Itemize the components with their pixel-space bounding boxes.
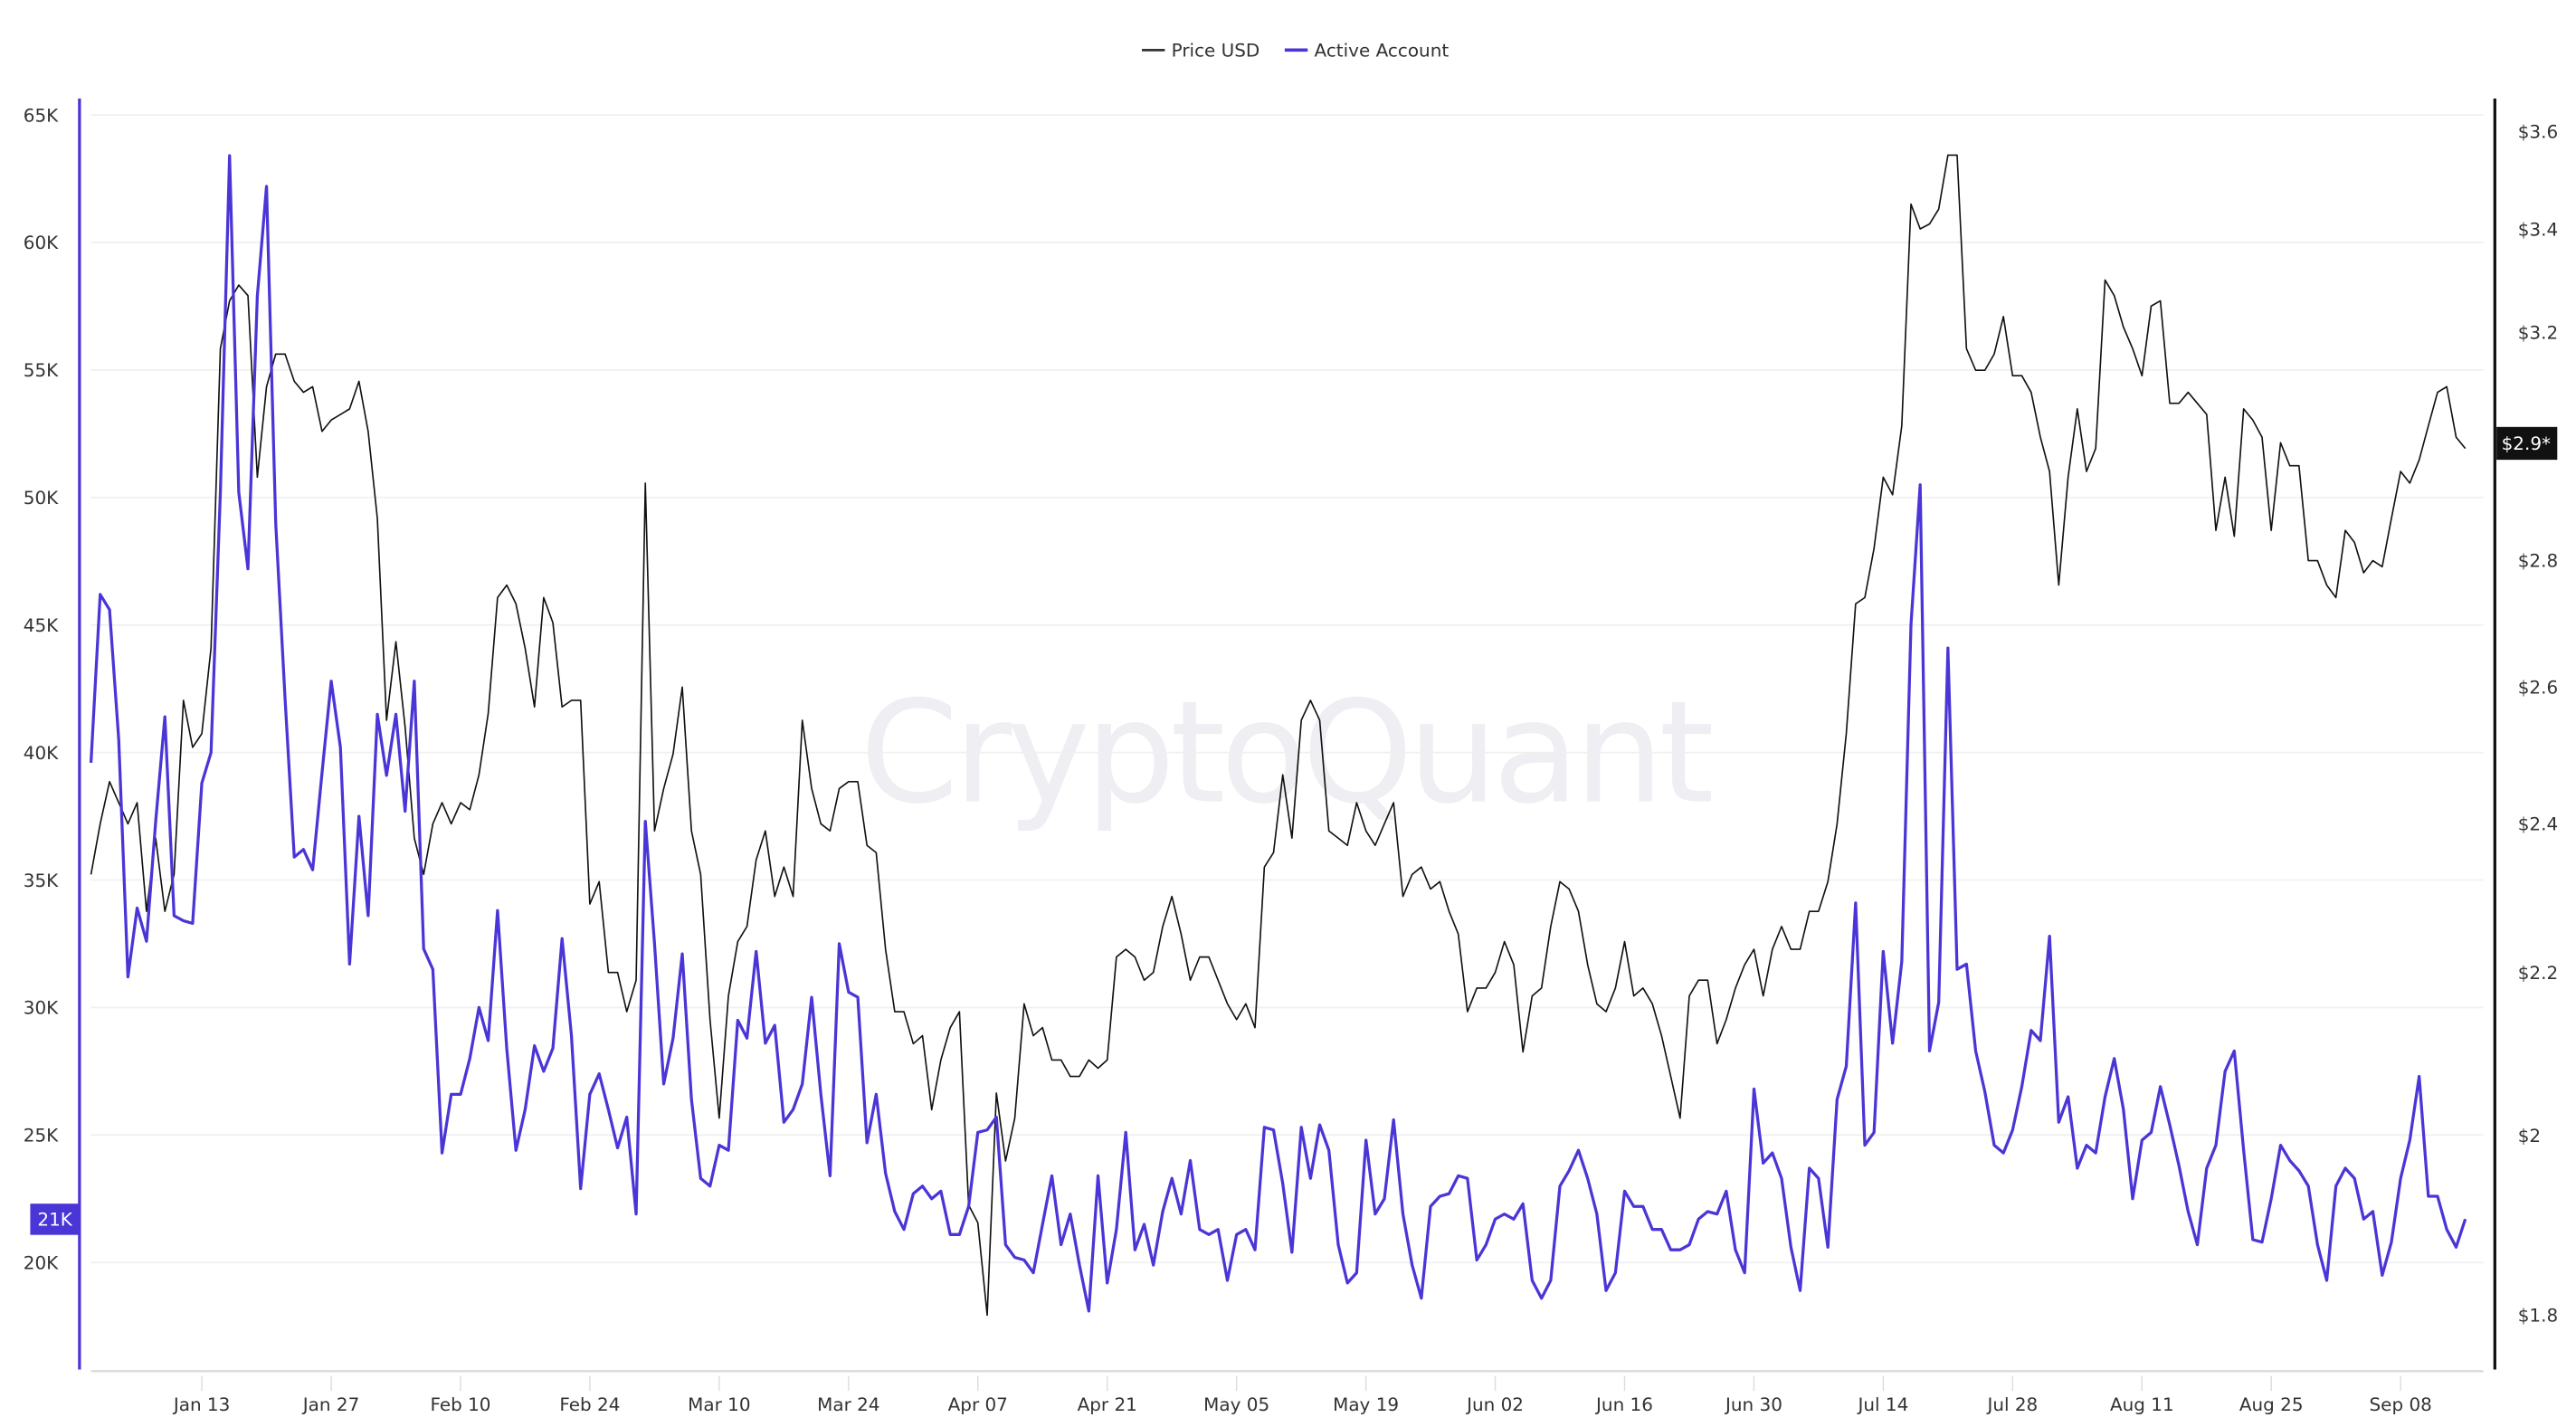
left-tick-label: 50K — [24, 487, 59, 509]
left-tick-label: 45K — [24, 614, 59, 636]
legend-item-active-account[interactable]: Active Account — [1284, 40, 1450, 62]
x-tick-label: Jul 14 — [1856, 1394, 1908, 1415]
left-tick-label: 55K — [24, 359, 59, 381]
legend[interactable]: Price USD Active Account — [1141, 40, 1450, 62]
series-line-price-usd — [90, 154, 2467, 1317]
right-tick-label: $2.2 — [2518, 962, 2558, 984]
axes: 20K 25K 30K 35K 40K 45K 50K 55K 60K 65K $1.8 $2 $2.2… — [24, 104, 2558, 1415]
right-tick-label: $2.8 — [2518, 550, 2558, 572]
x-tick-label: Jan 27 — [301, 1394, 360, 1415]
x-tick-label: May 19 — [1333, 1394, 1399, 1415]
series-line-active-account — [89, 154, 2467, 1313]
left-tick-label: 60K — [24, 232, 59, 253]
x-tick-label: Mar 24 — [817, 1394, 879, 1415]
x-tick-label: Jun 30 — [1724, 1394, 1782, 1415]
right-current-badge: $2.9* — [2496, 426, 2558, 461]
x-tick-label: Feb 24 — [559, 1394, 620, 1415]
left-current-badge: 21K — [30, 1203, 80, 1235]
right-tick-label: $3.4 — [2518, 218, 2558, 240]
right-tick-label: $2.4 — [2518, 813, 2558, 835]
left-badge-label: 21K — [37, 1209, 72, 1231]
left-tick-label: 65K — [24, 104, 59, 126]
x-tick-label: May 05 — [1203, 1394, 1269, 1415]
left-tick-label: 35K — [24, 870, 59, 891]
right-badge-bg — [2496, 426, 2558, 461]
x-tick-label: Jul 28 — [1985, 1394, 2038, 1415]
x-tick-label: Aug 25 — [2239, 1394, 2304, 1415]
right-tick-label: $1.8 — [2518, 1305, 2558, 1327]
x-tick-label: Apr 07 — [948, 1394, 1008, 1415]
x-tick-label: Jan 13 — [172, 1394, 231, 1415]
right-tick-label: $2.6 — [2518, 677, 2558, 699]
x-tick-label: Jun 16 — [1594, 1394, 1653, 1415]
series-layer — [89, 154, 2467, 1317]
x-tick-label: Sep 08 — [2370, 1394, 2432, 1415]
left-tick-label: 30K — [24, 997, 59, 1019]
right-tick-label: $3.6 — [2518, 120, 2558, 142]
x-tick-label: Apr 21 — [1078, 1394, 1137, 1415]
right-tick-label: $2 — [2518, 1125, 2541, 1146]
left-tick-label: 40K — [24, 742, 59, 764]
x-tick-label: Jun 02 — [1465, 1394, 1524, 1415]
x-tick-label: Feb 10 — [430, 1394, 490, 1415]
legend-label-price: Price USD — [1172, 40, 1260, 62]
legend-item-price[interactable]: Price USD — [1141, 40, 1260, 62]
x-tick-label: Aug 11 — [2110, 1394, 2174, 1415]
right-badge-label: $2.9* — [2502, 433, 2551, 454]
left-tick-label: 25K — [24, 1125, 59, 1146]
left-tick-label: 20K — [24, 1252, 59, 1274]
x-tick-label: Mar 10 — [688, 1394, 750, 1415]
legend-label-active-account: Active Account — [1315, 40, 1450, 62]
left-badge-bg — [30, 1203, 80, 1235]
right-tick-label: $3.2 — [2518, 322, 2558, 344]
